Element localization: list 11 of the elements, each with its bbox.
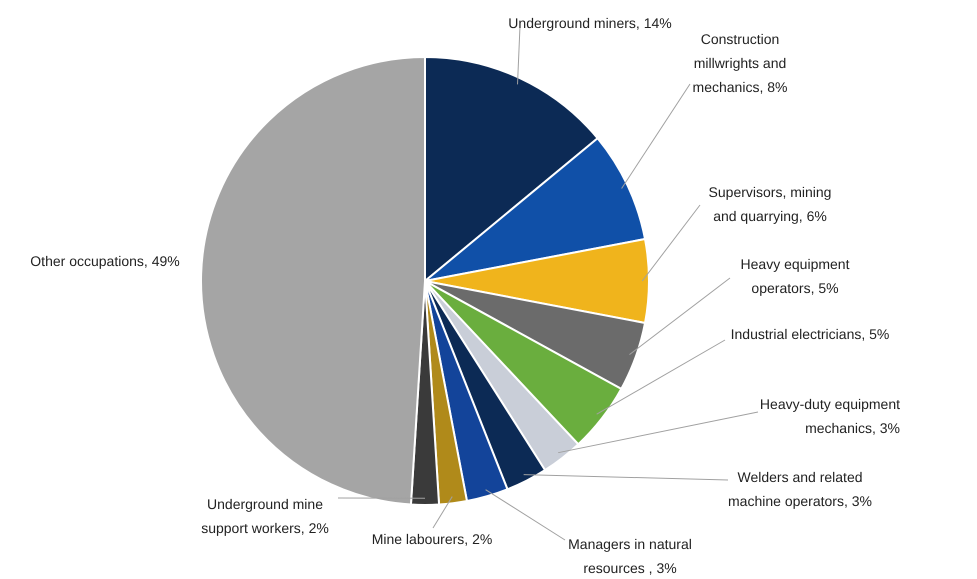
slice-label: Other occupations, 49% [30,252,180,269]
slice-label: Supervisors, mining and quarrying, 6% [708,184,832,224]
slice-label: Mine labourers, 2% [372,530,492,547]
slice-label: Industrial electricians, 5% [730,326,890,342]
slice-label: Construction millwrights and mechanics, 8% [692,30,788,95]
slice-label: Managers in natural resources , 3% [568,536,692,576]
slice-label: Welders and related machine operators, 3% [728,468,872,509]
slice-label: Heavy-duty equipment mechanics, 3% [760,396,900,436]
slice-label: Heavy equipment operators, 5% [740,256,850,296]
slice-label: Underground mine support workers, 2% [201,496,329,536]
slice-label: Underground miners, 14% [508,14,672,31]
